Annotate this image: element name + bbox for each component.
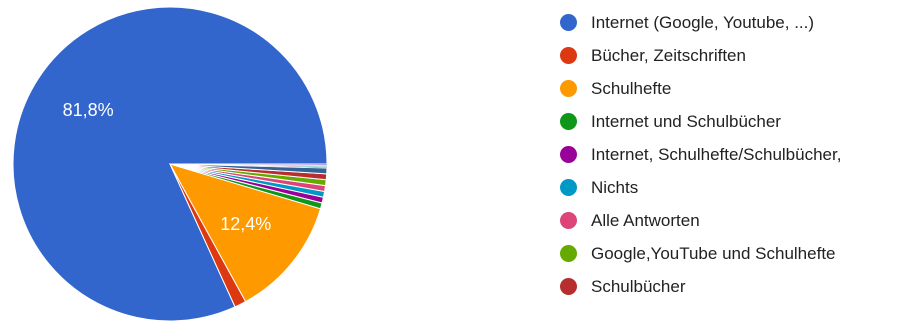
legend-item-1[interactable]: Bücher, Zeitschriften bbox=[560, 39, 841, 72]
legend: Internet (Google, Youtube, ...) Bücher, Z… bbox=[560, 6, 841, 303]
legend-label-2: Schulhefte bbox=[591, 78, 672, 98]
legend-item-5[interactable]: Nichts bbox=[560, 171, 841, 204]
legend-label-7: Google,YouTube und Schulhefte bbox=[591, 243, 836, 263]
legend-label-5: Nichts bbox=[591, 177, 639, 197]
legend-item-2[interactable]: Schulhefte bbox=[560, 72, 841, 105]
legend-swatch-7 bbox=[560, 245, 577, 262]
legend-item-6[interactable]: Alle Antworten bbox=[560, 204, 841, 237]
legend-item-0[interactable]: Internet (Google, Youtube, ...) bbox=[560, 6, 841, 39]
pie-slice-13[interactable] bbox=[169, 163, 328, 166]
legend-label-0: Internet (Google, Youtube, ...) bbox=[591, 12, 815, 32]
legend-label-8: Schulbücher bbox=[591, 276, 686, 296]
legend-swatch-1 bbox=[560, 47, 577, 64]
legend-swatch-3 bbox=[560, 113, 577, 130]
legend-swatch-2 bbox=[560, 80, 577, 97]
legend-label-1: Bücher, Zeitschriften bbox=[591, 45, 746, 65]
legend-item-3[interactable]: Internet und Schulbücher bbox=[560, 105, 841, 138]
legend-swatch-8 bbox=[560, 278, 577, 295]
slice-data-label-0: 81,8% bbox=[63, 100, 114, 120]
legend-item-8[interactable]: Schulbücher bbox=[560, 270, 841, 303]
legend-item-7[interactable]: Google,YouTube und Schulhefte bbox=[560, 237, 841, 270]
legend-swatch-5 bbox=[560, 179, 577, 196]
legend-label-6: Alle Antworten bbox=[591, 210, 700, 230]
legend-swatch-0 bbox=[560, 14, 577, 31]
legend-swatch-6 bbox=[560, 212, 577, 229]
legend-label-3: Internet und Schulbücher bbox=[591, 111, 781, 131]
legend-swatch-4 bbox=[560, 146, 577, 163]
legend-label-4: Internet, Schulhefte/Schulbücher, bbox=[591, 144, 842, 164]
pie-slice-2[interactable] bbox=[168, 163, 322, 303]
slice-data-label-2: 12,4% bbox=[220, 214, 271, 234]
legend-item-4[interactable]: Internet, Schulhefte/Schulbücher, bbox=[560, 138, 841, 171]
